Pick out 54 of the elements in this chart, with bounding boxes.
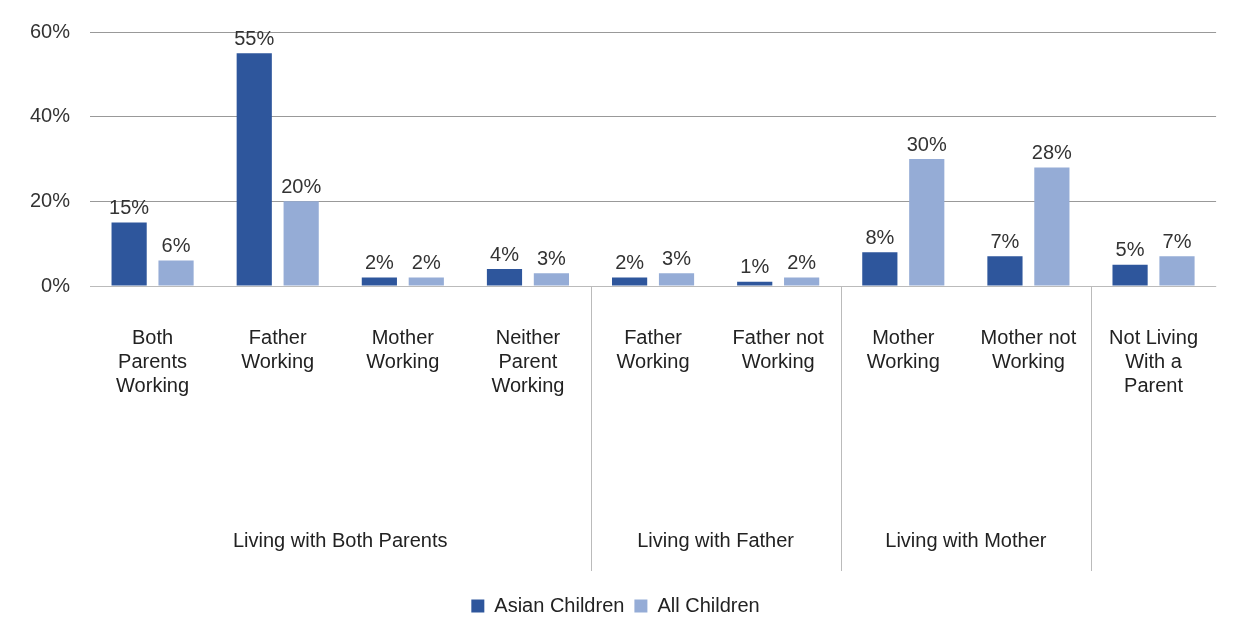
data-label: 7% [1162, 229, 1192, 252]
x-tick-label: Father Working [616, 325, 690, 372]
x-tick-label: Father not Working [732, 325, 825, 372]
bar [1159, 256, 1195, 286]
x-tick-label: Mother not Working [980, 325, 1077, 372]
x-tick-label: Mother Working [866, 325, 940, 372]
text: Living with Father [637, 528, 795, 551]
text: Living with Both Parents [232, 528, 448, 551]
data-label: 5% [1115, 238, 1145, 261]
data-label: 3% [536, 246, 567, 269]
bar [909, 159, 945, 286]
bar [987, 256, 1023, 286]
bar [486, 269, 523, 286]
bar [737, 281, 773, 286]
text: Living with Mother [885, 528, 1047, 551]
data-label: 15% [109, 196, 150, 219]
bar [1034, 167, 1070, 286]
x-tick-label: Both Parents Working [116, 325, 190, 396]
bar [1112, 264, 1148, 286]
bar [784, 277, 820, 286]
data-label: 8% [865, 225, 895, 248]
data-label: 2% [787, 251, 817, 274]
data-label: 1% [740, 255, 770, 278]
data-label: 30% [906, 132, 947, 155]
data-label: 7% [990, 229, 1020, 252]
legend-label: Asian Children [494, 593, 625, 616]
y-tick-label: 0% [41, 273, 71, 296]
bar [408, 277, 444, 286]
legend-label: All Children [657, 593, 760, 616]
bar [111, 222, 147, 286]
y-tick-label: 20% [30, 188, 71, 211]
bar [283, 201, 319, 286]
data-label: 55% [234, 26, 275, 49]
data-label: 2% [411, 251, 441, 274]
data-label: 3% [662, 246, 692, 269]
data-label: 4% [490, 242, 520, 265]
x-tick-label: Neither Parent Working [491, 325, 565, 396]
x-tick-label: Mother Working [366, 325, 440, 372]
bar [236, 53, 272, 286]
data-label: 2% [364, 251, 395, 274]
bar [612, 277, 648, 286]
data-label: 28% [1031, 140, 1073, 163]
data-label: 6% [161, 234, 191, 257]
y-tick-label: 60% [30, 19, 71, 42]
y-tick-label: 40% [30, 104, 71, 127]
bar [862, 252, 898, 286]
bar [658, 273, 695, 286]
data-label: 2% [615, 251, 645, 274]
x-tick-label: Not Living With a Parent [1109, 325, 1198, 396]
x-tick-label: Father Working [241, 325, 315, 372]
bar [361, 277, 397, 286]
bar [158, 260, 194, 286]
bar [533, 273, 569, 286]
data-label: 20% [281, 174, 322, 197]
